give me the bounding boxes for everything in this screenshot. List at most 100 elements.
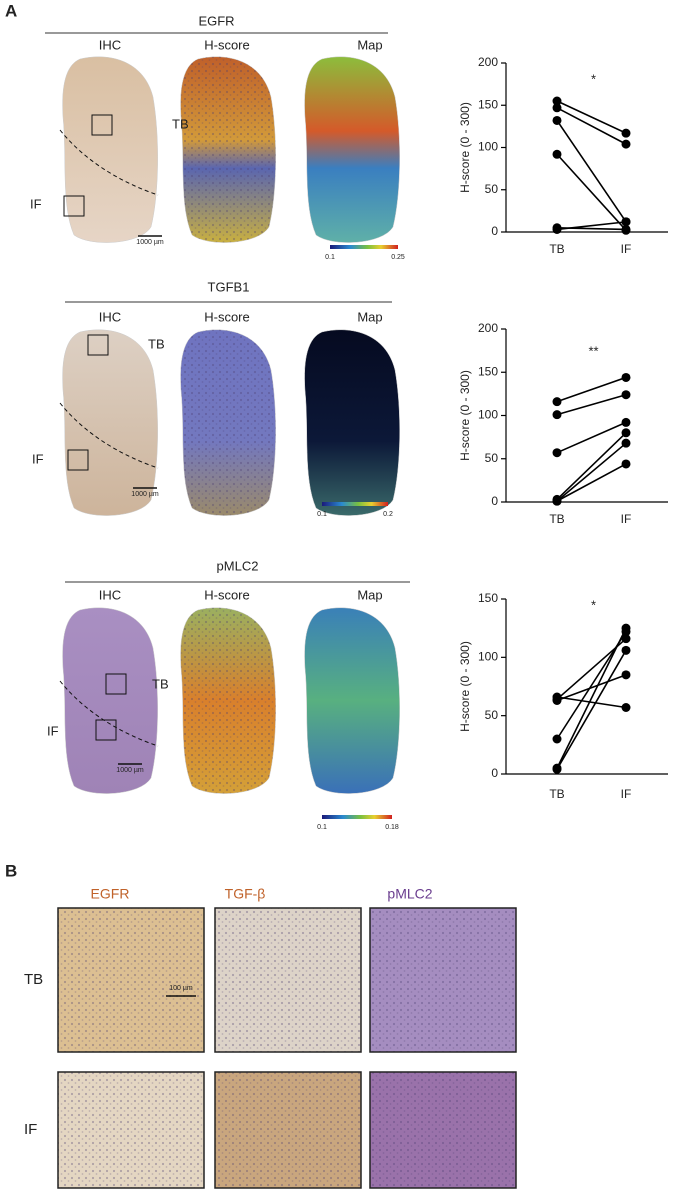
point — [552, 410, 562, 420]
point — [552, 149, 562, 159]
column-label: H-score — [204, 309, 250, 324]
content: A B EGFR IHC H-score Map TB IF 1000 µm 0.1 0.25 T… — [5, 1, 668, 1189]
tissue-texture — [180, 329, 276, 516]
colorbar-label: 0.25 — [391, 254, 405, 261]
pair-line — [556, 393, 627, 416]
point — [621, 645, 631, 655]
tissue-image — [304, 56, 401, 244]
point — [552, 397, 562, 407]
x-tick-label: TB — [549, 242, 564, 256]
y-tick-label: 200 — [478, 55, 498, 69]
y-tick-label: 200 — [478, 321, 498, 335]
scale-bar-label: 1000 µm — [116, 767, 144, 774]
column-label: Map — [357, 37, 382, 52]
point — [621, 139, 631, 149]
panel-label: B — [5, 861, 17, 880]
x-tick-label: IF — [621, 787, 632, 801]
column-label: IHC — [99, 37, 121, 52]
micrograph-texture — [214, 907, 362, 1053]
y-tick-label: 50 — [485, 182, 499, 196]
point — [621, 217, 631, 227]
y-tick-label: 50 — [485, 708, 499, 722]
pair-line — [556, 153, 627, 231]
point — [621, 438, 631, 448]
point — [621, 128, 631, 138]
tissue-image — [62, 607, 159, 795]
row-title: pMLC2 — [217, 558, 259, 573]
point — [552, 496, 562, 506]
point — [552, 696, 562, 705]
point — [552, 224, 562, 234]
pair-line — [556, 442, 627, 502]
row-title: TGFB1 — [208, 279, 250, 294]
y-tick-label: 50 — [485, 451, 499, 465]
point — [621, 390, 631, 400]
pair-line — [556, 631, 627, 740]
row-label: IF — [24, 1121, 37, 1138]
scale-bar-label: 100 µm — [169, 985, 193, 992]
scale-bar-label: 1000 µm — [131, 491, 159, 498]
y-axis-label: H-score (0 - 300) — [458, 370, 472, 461]
region-label: IF — [32, 451, 44, 466]
point — [621, 623, 631, 633]
y-tick-label: 100 — [478, 408, 498, 422]
x-tick-label: TB — [549, 512, 564, 526]
x-tick-label: IF — [621, 242, 632, 256]
pair-line — [556, 421, 627, 454]
pair-line — [556, 120, 627, 223]
region-label: IF — [30, 196, 42, 211]
column-label: H-score — [204, 587, 250, 602]
boundary — [59, 680, 159, 747]
column-label: IHC — [99, 309, 121, 324]
micrograph-texture — [57, 1071, 205, 1189]
point — [552, 448, 562, 458]
point — [621, 224, 631, 234]
roi-box — [63, 195, 85, 217]
x-tick-label: TB — [549, 787, 564, 801]
point — [621, 670, 631, 680]
tissue-image — [304, 607, 401, 795]
pair-line — [556, 627, 627, 769]
colorbar-label: 0.1 — [317, 824, 327, 831]
micrograph-texture — [214, 1071, 362, 1189]
region-label: IF — [47, 723, 59, 738]
column-header: EGFR — [91, 886, 130, 902]
point — [621, 428, 631, 438]
pair-line — [556, 376, 627, 403]
y-axis-label: H-score (0 - 300) — [458, 102, 472, 193]
point — [621, 703, 631, 712]
point — [552, 764, 562, 774]
region-label: TB — [148, 336, 165, 351]
point — [621, 417, 631, 427]
row-title: EGFR — [198, 13, 234, 28]
tissue-texture — [180, 607, 276, 794]
micrograph-texture — [369, 1071, 517, 1189]
colorbar — [322, 815, 392, 819]
column-label: IHC — [99, 587, 121, 602]
colorbar-label: 0.2 — [383, 511, 393, 518]
roi-box — [95, 719, 117, 741]
pair-line — [556, 100, 627, 134]
micrograph-texture — [57, 907, 205, 1053]
region-label: TB — [152, 676, 169, 691]
significance: * — [591, 71, 596, 86]
roi-box — [67, 449, 89, 471]
colorbar-label: 0.18 — [385, 824, 399, 831]
y-tick-label: 0 — [491, 224, 498, 238]
colorbar-label: 0.1 — [325, 254, 335, 261]
x-tick-label: IF — [621, 512, 632, 526]
y-axis-label: H-score (0 - 300) — [458, 641, 472, 732]
roi-box — [87, 334, 109, 356]
tissue-image — [304, 329, 401, 517]
pair-line — [556, 463, 627, 502]
micrograph-texture — [369, 907, 517, 1053]
scale-bar-label: 1000 µm — [136, 239, 164, 246]
y-tick-label: 100 — [478, 140, 498, 154]
tissue-texture — [180, 56, 276, 243]
y-tick-label: 150 — [478, 364, 498, 378]
column-label: Map — [357, 309, 382, 324]
pair-line — [556, 107, 627, 145]
y-tick-label: 0 — [491, 766, 498, 780]
pair-line — [556, 432, 627, 500]
